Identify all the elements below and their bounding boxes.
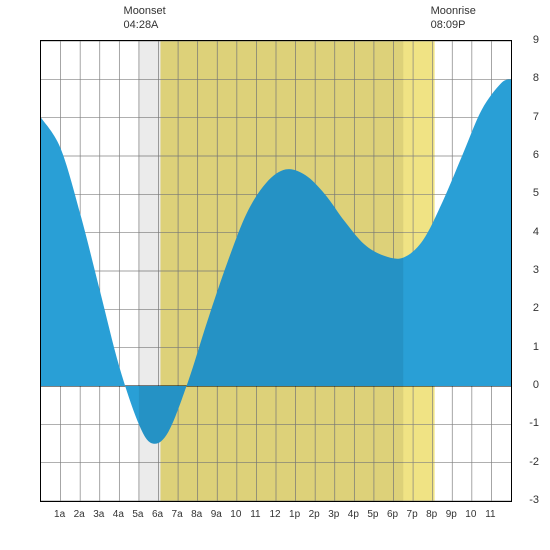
x-tick-label: 2a bbox=[74, 509, 85, 520]
x-tick-label: 4p bbox=[348, 509, 359, 520]
plot-svg bbox=[41, 41, 511, 501]
x-tick-label: 4a bbox=[113, 509, 124, 520]
moonrise-title: Moonrise bbox=[431, 4, 476, 18]
x-tick-label: 10 bbox=[230, 509, 241, 520]
y-tick-label: 3 bbox=[514, 264, 539, 276]
x-tick-label: 8a bbox=[191, 509, 202, 520]
y-tick-label: 7 bbox=[514, 111, 539, 123]
tide-chart: Moonset 04:28A Moonrise 08:09P -3-2-1012… bbox=[0, 0, 550, 550]
moonrise-label: Moonrise 08:09P bbox=[431, 4, 476, 33]
x-tick-label: 3p bbox=[328, 509, 339, 520]
x-tick-label: 12 bbox=[269, 509, 280, 520]
y-tick-label: -3 bbox=[514, 494, 539, 506]
x-tick-label: 7p bbox=[407, 509, 418, 520]
y-tick-label: 8 bbox=[514, 72, 539, 84]
y-tick-label: 9 bbox=[514, 34, 539, 46]
moonset-label: Moonset 04:28A bbox=[124, 4, 166, 33]
y-tick-label: 0 bbox=[514, 379, 539, 391]
x-tick-label: 9a bbox=[211, 509, 222, 520]
plot-area bbox=[40, 40, 512, 502]
x-tick-label: 2p bbox=[309, 509, 320, 520]
x-tick-label: 11 bbox=[485, 509, 495, 520]
x-tick-label: 5a bbox=[132, 509, 143, 520]
y-tick-label: 1 bbox=[514, 341, 539, 353]
x-tick-label: 3a bbox=[93, 509, 104, 520]
x-tick-label: 6a bbox=[152, 509, 163, 520]
y-tick-label: 2 bbox=[514, 302, 539, 314]
x-tick-label: 1a bbox=[54, 509, 65, 520]
x-tick-label: 11 bbox=[250, 509, 260, 520]
x-tick-label: 10 bbox=[465, 509, 476, 520]
x-tick-label: 1p bbox=[289, 509, 300, 520]
y-tick-label: 6 bbox=[514, 149, 539, 161]
x-tick-label: 9p bbox=[446, 509, 457, 520]
moonset-title: Moonset bbox=[124, 4, 166, 18]
y-tick-label: -1 bbox=[514, 417, 539, 429]
y-tick-label: -2 bbox=[514, 456, 539, 468]
moonset-time: 04:28A bbox=[124, 18, 166, 32]
y-tick-label: 4 bbox=[514, 226, 539, 238]
x-tick-label: 6p bbox=[387, 509, 398, 520]
y-tick-label: 5 bbox=[514, 187, 539, 199]
x-tick-label: 8p bbox=[426, 509, 437, 520]
x-tick-label: 5p bbox=[367, 509, 378, 520]
moonrise-time: 08:09P bbox=[431, 18, 476, 32]
x-tick-label: 7a bbox=[172, 509, 183, 520]
